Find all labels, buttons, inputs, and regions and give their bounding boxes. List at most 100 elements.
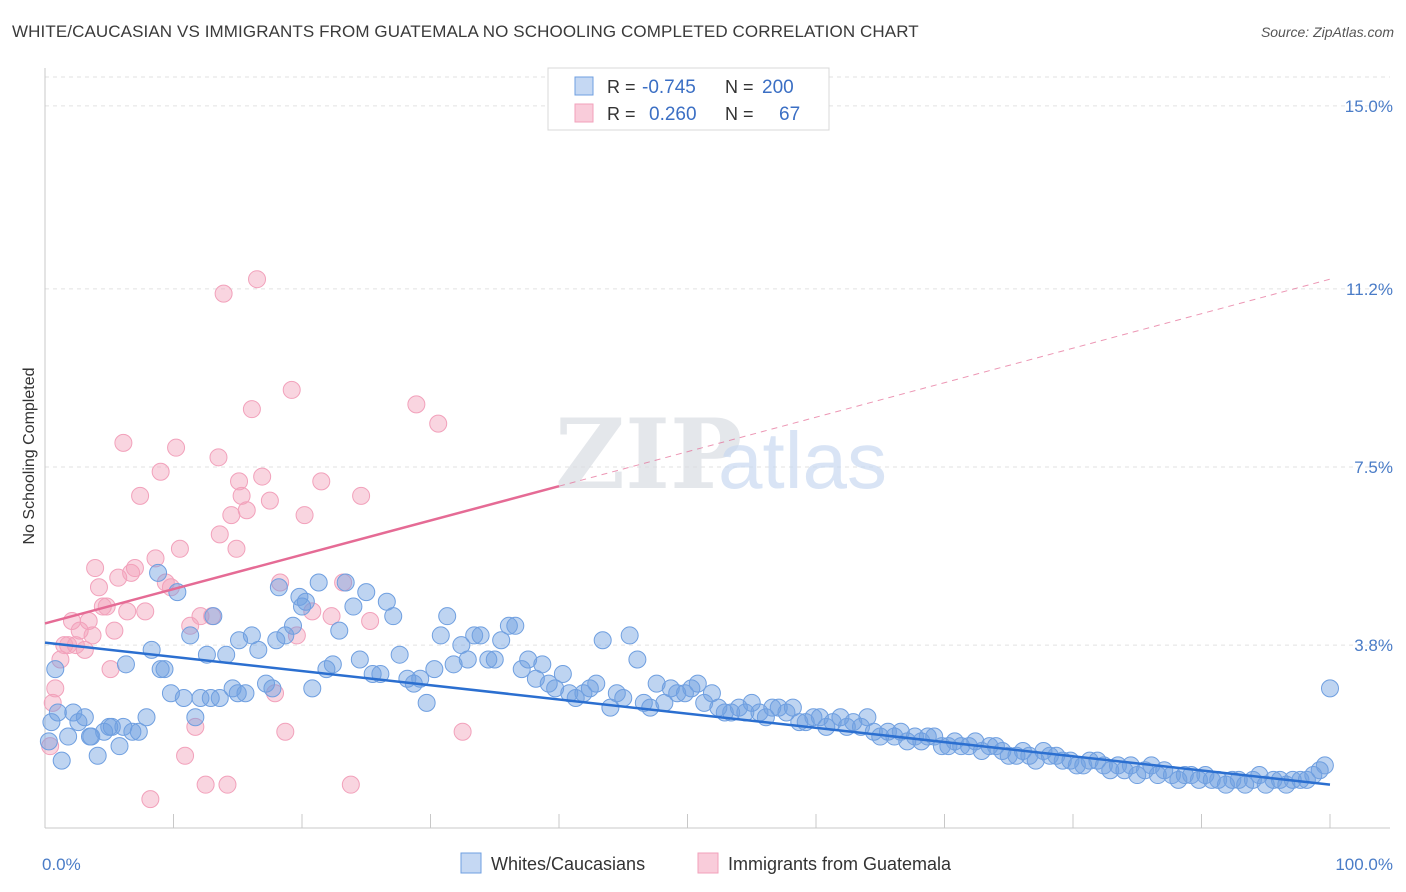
white-point [228, 684, 247, 703]
guatemala-point [218, 775, 237, 794]
white-point [309, 573, 328, 592]
y-axis-label: No Schooling Completed [21, 368, 38, 545]
white-point [204, 607, 223, 626]
white-point [444, 655, 463, 674]
legend-swatch-blue [574, 76, 594, 96]
white-point [458, 650, 477, 669]
white-point [116, 655, 135, 674]
white-point [1321, 679, 1339, 698]
guatemala-point [276, 722, 295, 741]
white-point [303, 679, 322, 698]
guatemala-point [43, 693, 62, 712]
white-point [217, 645, 236, 664]
guatemala-point [248, 270, 267, 289]
guatemala-points [41, 270, 472, 809]
guatemala-point [237, 501, 256, 520]
white-point [155, 660, 174, 679]
white-point [384, 607, 403, 626]
guatemala-point [125, 559, 144, 578]
guatemala-point [352, 486, 371, 505]
white-point [465, 626, 484, 645]
svg-text:ZIP: ZIP [555, 398, 742, 511]
source-credit: Source: ZipAtlas.com [1260, 24, 1394, 40]
legend-leg-n1-lbl: N = [725, 77, 754, 97]
white-point [999, 746, 1018, 765]
white-point [417, 693, 436, 712]
guatemala-point [253, 467, 272, 486]
legend-leg-r1: -0.745 [642, 77, 696, 98]
y-tick-label: 15.0% [1345, 97, 1393, 116]
guatemala-point [230, 472, 249, 491]
white-point [52, 751, 71, 770]
white-trend-line [44, 641, 1331, 786]
gridlines [45, 76, 1390, 646]
white-point [471, 626, 490, 645]
guatemala-point [186, 717, 205, 736]
series-legend-swatch-pink [697, 852, 719, 874]
series-legend-swatch-blue [460, 852, 482, 874]
white-point [479, 650, 498, 669]
white-point [42, 713, 61, 732]
guatemala-trend-extension [558, 278, 1331, 487]
white-point [533, 655, 552, 674]
stats-legend: R = -0.745 N = 200 R = 0.260 N = 67 [547, 67, 830, 131]
white-point [191, 689, 210, 708]
guatemala-point [227, 539, 246, 558]
white-point [174, 689, 193, 708]
white-point [48, 703, 67, 722]
white-point [952, 737, 971, 756]
guatemala-point [453, 722, 472, 741]
guatemala-point [83, 626, 102, 645]
white-point [151, 660, 170, 679]
white-point [546, 679, 565, 698]
guatemala-point [282, 380, 301, 399]
white-point [425, 660, 444, 679]
white-point [59, 727, 78, 746]
white-point [323, 655, 342, 674]
white-point [263, 679, 282, 698]
legend-leg-n2-lbl: N = [725, 104, 754, 124]
white-point [46, 660, 65, 679]
white-point [181, 626, 200, 645]
guatemala-point [196, 775, 215, 794]
white-point [614, 689, 633, 708]
white-point [438, 607, 457, 626]
guatemala-point [141, 790, 160, 809]
white-point [100, 717, 119, 736]
zip-atlas-watermark: ZIP atlas [555, 398, 887, 511]
guatemala-point [167, 438, 186, 457]
x-tick-labels: 0.0% 100.0% [42, 855, 1393, 874]
white-point [137, 708, 156, 727]
white-point [1315, 756, 1334, 775]
guatemala-point [322, 607, 341, 626]
series-legend-label-guatemala: Immigrants from Guatemala [728, 854, 952, 874]
axes [44, 68, 1390, 829]
guatemala-point [210, 525, 229, 544]
white-point [293, 597, 311, 616]
white-points [39, 563, 1339, 794]
guatemala-point [303, 602, 322, 621]
white-point [123, 722, 142, 741]
guatemala-point [266, 684, 285, 703]
white-point [485, 650, 504, 669]
white-point [267, 631, 286, 650]
white-point [276, 626, 295, 645]
white-point [593, 631, 612, 650]
y-tick-label: 3.8% [1354, 636, 1393, 655]
white-point [492, 631, 511, 650]
chart-title: WHITE/CAUCASIAN VS IMMIGRANTS FROM GUATE… [12, 22, 919, 41]
white-point [336, 573, 355, 592]
guatemala-point [105, 621, 124, 640]
white-point [763, 698, 782, 717]
white-point [114, 717, 133, 736]
guatemala-point [209, 448, 228, 467]
guatemala-point [222, 506, 241, 525]
white-point [330, 621, 349, 640]
white-point [350, 650, 369, 669]
guatemala-point [260, 491, 279, 510]
white-point [390, 645, 409, 664]
x-tick-label-min: 0.0% [42, 855, 81, 874]
white-point [110, 737, 129, 756]
white-point [1175, 766, 1194, 785]
